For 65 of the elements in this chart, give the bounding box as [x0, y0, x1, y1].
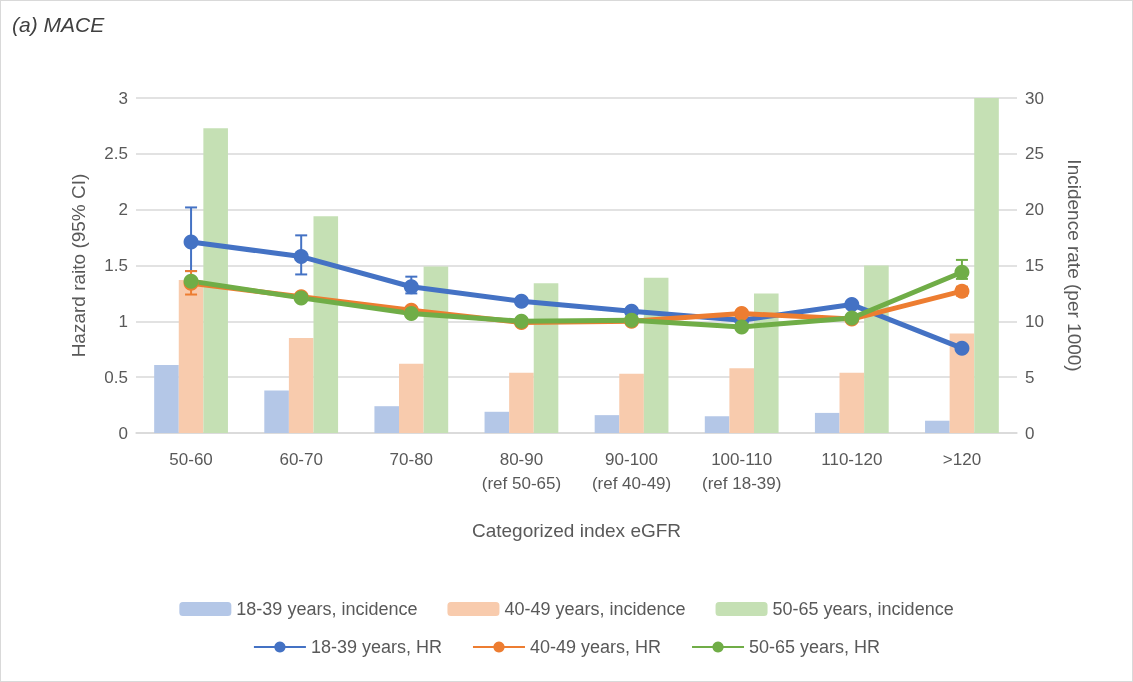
y2-tick-label: 20 [1025, 200, 1044, 220]
x-tick-label: 100-110 (ref 18-39) [702, 449, 782, 493]
legend-label: 40-49 years, HR [529, 637, 662, 657]
x-tick-label: 70-80 [389, 449, 434, 469]
bar [814, 412, 840, 433]
bar [288, 338, 314, 433]
x-tick-label: 80-90 (ref 50-65) [481, 449, 562, 493]
y-tick-label: 1 [118, 311, 128, 331]
bar [178, 280, 204, 433]
bar [643, 277, 669, 433]
bar [729, 368, 754, 433]
point [734, 306, 750, 322]
bar [203, 128, 228, 433]
y-tick-label: 2.5 [104, 144, 128, 164]
point [844, 297, 860, 313]
point [403, 279, 419, 295]
legend-label: 18-39 years, incidence [236, 599, 418, 619]
y2-tick-label: 10 [1025, 311, 1044, 331]
bar [154, 364, 179, 433]
y-tick-label: 3 [118, 88, 128, 108]
bar [399, 363, 424, 433]
bar [619, 373, 644, 433]
y2-tick-label: 15 [1025, 256, 1044, 275]
point [734, 319, 750, 335]
bar [374, 406, 400, 433]
y-tick-label: 1.5 [104, 256, 128, 275]
bar [594, 415, 620, 433]
point [403, 306, 419, 322]
point [513, 293, 529, 309]
point [954, 264, 970, 280]
y2-tick-label: 0 [1025, 423, 1035, 443]
x-tick-label: 110-120 [821, 449, 883, 469]
legend-label: 50-65 years, incidence [772, 599, 954, 619]
bar [423, 266, 449, 433]
bar [704, 416, 730, 433]
x-tick-label: 60-70 [279, 449, 323, 469]
y2-tick-label: 5 [1025, 367, 1035, 387]
bar [313, 216, 339, 433]
y-axis-title: Hazard raito (95% CI) [68, 173, 89, 358]
chart-title: (a) MACE [12, 13, 106, 36]
x-tick-label: 50-60 [169, 449, 213, 469]
y2-tick-label: 30 [1025, 88, 1044, 108]
y-tick-label: 0.5 [104, 367, 128, 387]
point [954, 340, 970, 356]
legend-label: 18-39 years, HR [310, 637, 442, 657]
point [293, 249, 309, 265]
bar [509, 372, 534, 433]
legend-label: 40-49 years, incidence [504, 599, 686, 619]
point [183, 234, 199, 250]
x-tick-label: >120 [942, 449, 982, 469]
y2-axis-title: Incidence rate (per 1000) [1064, 159, 1085, 372]
bar [839, 372, 865, 433]
bar [484, 411, 510, 433]
bar [533, 283, 559, 433]
y-tick-label: 2 [118, 200, 128, 220]
x-tick-label: 90-100 (ref 40-49) [591, 449, 672, 493]
legend-label: 50-65 years, HR [749, 637, 881, 657]
bar [864, 265, 889, 433]
bar [925, 420, 950, 433]
bar [264, 390, 289, 433]
y-tick-label: 0 [118, 423, 128, 443]
x-axis-title: Categorized index eGFR [471, 520, 682, 541]
y2-tick-label: 25 [1025, 144, 1044, 164]
bar [974, 98, 999, 433]
bar [949, 333, 975, 433]
